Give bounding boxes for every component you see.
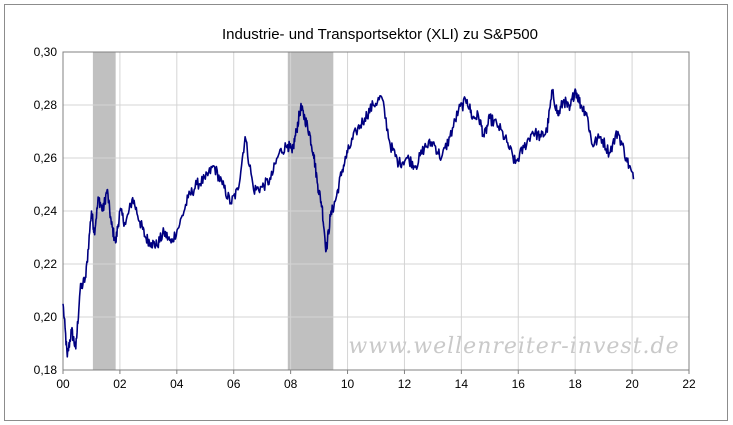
y-tick-label: 0,18 <box>34 363 58 377</box>
x-tick-label: 22 <box>682 377 696 391</box>
x-tick-label: 10 <box>341 377 355 391</box>
x-tick-label: 12 <box>398 377 412 391</box>
y-tick-label: 0,22 <box>34 257 58 271</box>
x-tick-label: 16 <box>512 377 526 391</box>
plot-border <box>62 51 690 371</box>
x-tick-label: 08 <box>284 377 298 391</box>
y-tick-label: 0,24 <box>34 204 58 218</box>
x-tick-label: 20 <box>625 377 639 391</box>
x-tick-label: 02 <box>113 377 127 391</box>
y-tick-label: 0,30 <box>34 45 58 59</box>
x-tick-label: 06 <box>227 377 241 391</box>
series-line <box>62 88 635 358</box>
x-tick-label: 18 <box>569 377 583 391</box>
x-tick-label: 00 <box>56 377 70 391</box>
plot-area: 0,18 0,20 0,22 0,24 0,26 0,28 0,30 00 02 04 06 08 10… <box>34 45 696 391</box>
y-tick-label: 0,28 <box>34 98 58 112</box>
y-tick-label: 0,26 <box>34 151 58 165</box>
x-tick-label: 04 <box>170 377 184 391</box>
chart-title: Industrie- und Transportsektor (XLI) zu … <box>222 26 538 43</box>
x-tick-label: 14 <box>455 377 469 391</box>
watermark: www.wellenreiter-invest.de <box>348 334 679 359</box>
y-tick-label: 0,20 <box>34 310 58 324</box>
